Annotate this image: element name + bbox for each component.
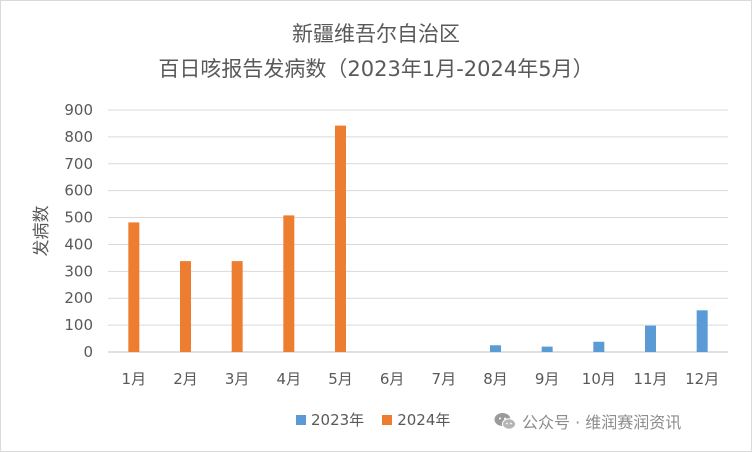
legend-item-2024: 2024年 [382, 409, 450, 430]
x-tick-label: 3月 [225, 370, 250, 388]
x-tick-label: 7月 [432, 370, 457, 388]
bar-2024-3 [231, 261, 243, 352]
x-tick-label: 11月 [633, 370, 667, 388]
watermark: 公众号 · 维润赛润资讯 [494, 409, 681, 433]
y-tick-label: 100 [64, 316, 93, 334]
legend-item-2023: 2023年 [296, 409, 364, 430]
y-tick-label: 500 [64, 209, 93, 227]
x-tick-label: 2月 [173, 370, 198, 388]
x-tick-label: 6月 [380, 370, 405, 388]
y-tick-label: 800 [64, 128, 93, 146]
y-tick-label: 600 [64, 182, 93, 200]
legend-label-2024: 2024年 [397, 411, 451, 429]
y-tick-label: 300 [64, 262, 93, 280]
x-tick-label: 10月 [582, 370, 616, 388]
legend-swatch-2024 [382, 414, 393, 425]
x-tick-label: 4月 [277, 370, 302, 388]
bar-2024-1 [128, 222, 140, 352]
x-tick-label: 8月 [483, 370, 508, 388]
y-tick-label: 700 [64, 155, 93, 173]
y-tick-label: 200 [64, 289, 93, 307]
y-tick-label: 400 [64, 235, 93, 253]
x-tick-label: 9月 [535, 370, 560, 388]
chart-title: 新疆维吾尔自治区 [292, 22, 460, 46]
legend-label-2023: 2023年 [311, 411, 365, 429]
bar-2024-5 [335, 125, 346, 353]
y-tick-label: 900 [64, 101, 93, 119]
wechat-icon [494, 413, 516, 430]
x-tick-label: 12月 [685, 370, 719, 388]
bar-2024-4 [283, 215, 295, 352]
bar-2023-8 [490, 345, 501, 352]
y-axis-title: 发病数 [32, 206, 52, 257]
x-tick-label: 1月 [122, 370, 147, 388]
bar-2024-2 [180, 261, 191, 352]
chart-subtitle: 百日咳报告发病数（2023年1月-2024年5月） [158, 57, 594, 81]
x-tick-label: 5月 [328, 370, 353, 388]
bar-2023-10 [593, 341, 605, 352]
bar-2023-9 [541, 346, 553, 352]
bar-2023-11 [645, 325, 656, 352]
watermark-text: 公众号 · 维润赛润资讯 [522, 413, 682, 432]
legend: 2023年 2024年 [296, 409, 468, 430]
y-tick-label: 0 [83, 343, 93, 361]
legend-swatch-2023 [296, 414, 306, 425]
bar-2023-12 [696, 310, 708, 352]
